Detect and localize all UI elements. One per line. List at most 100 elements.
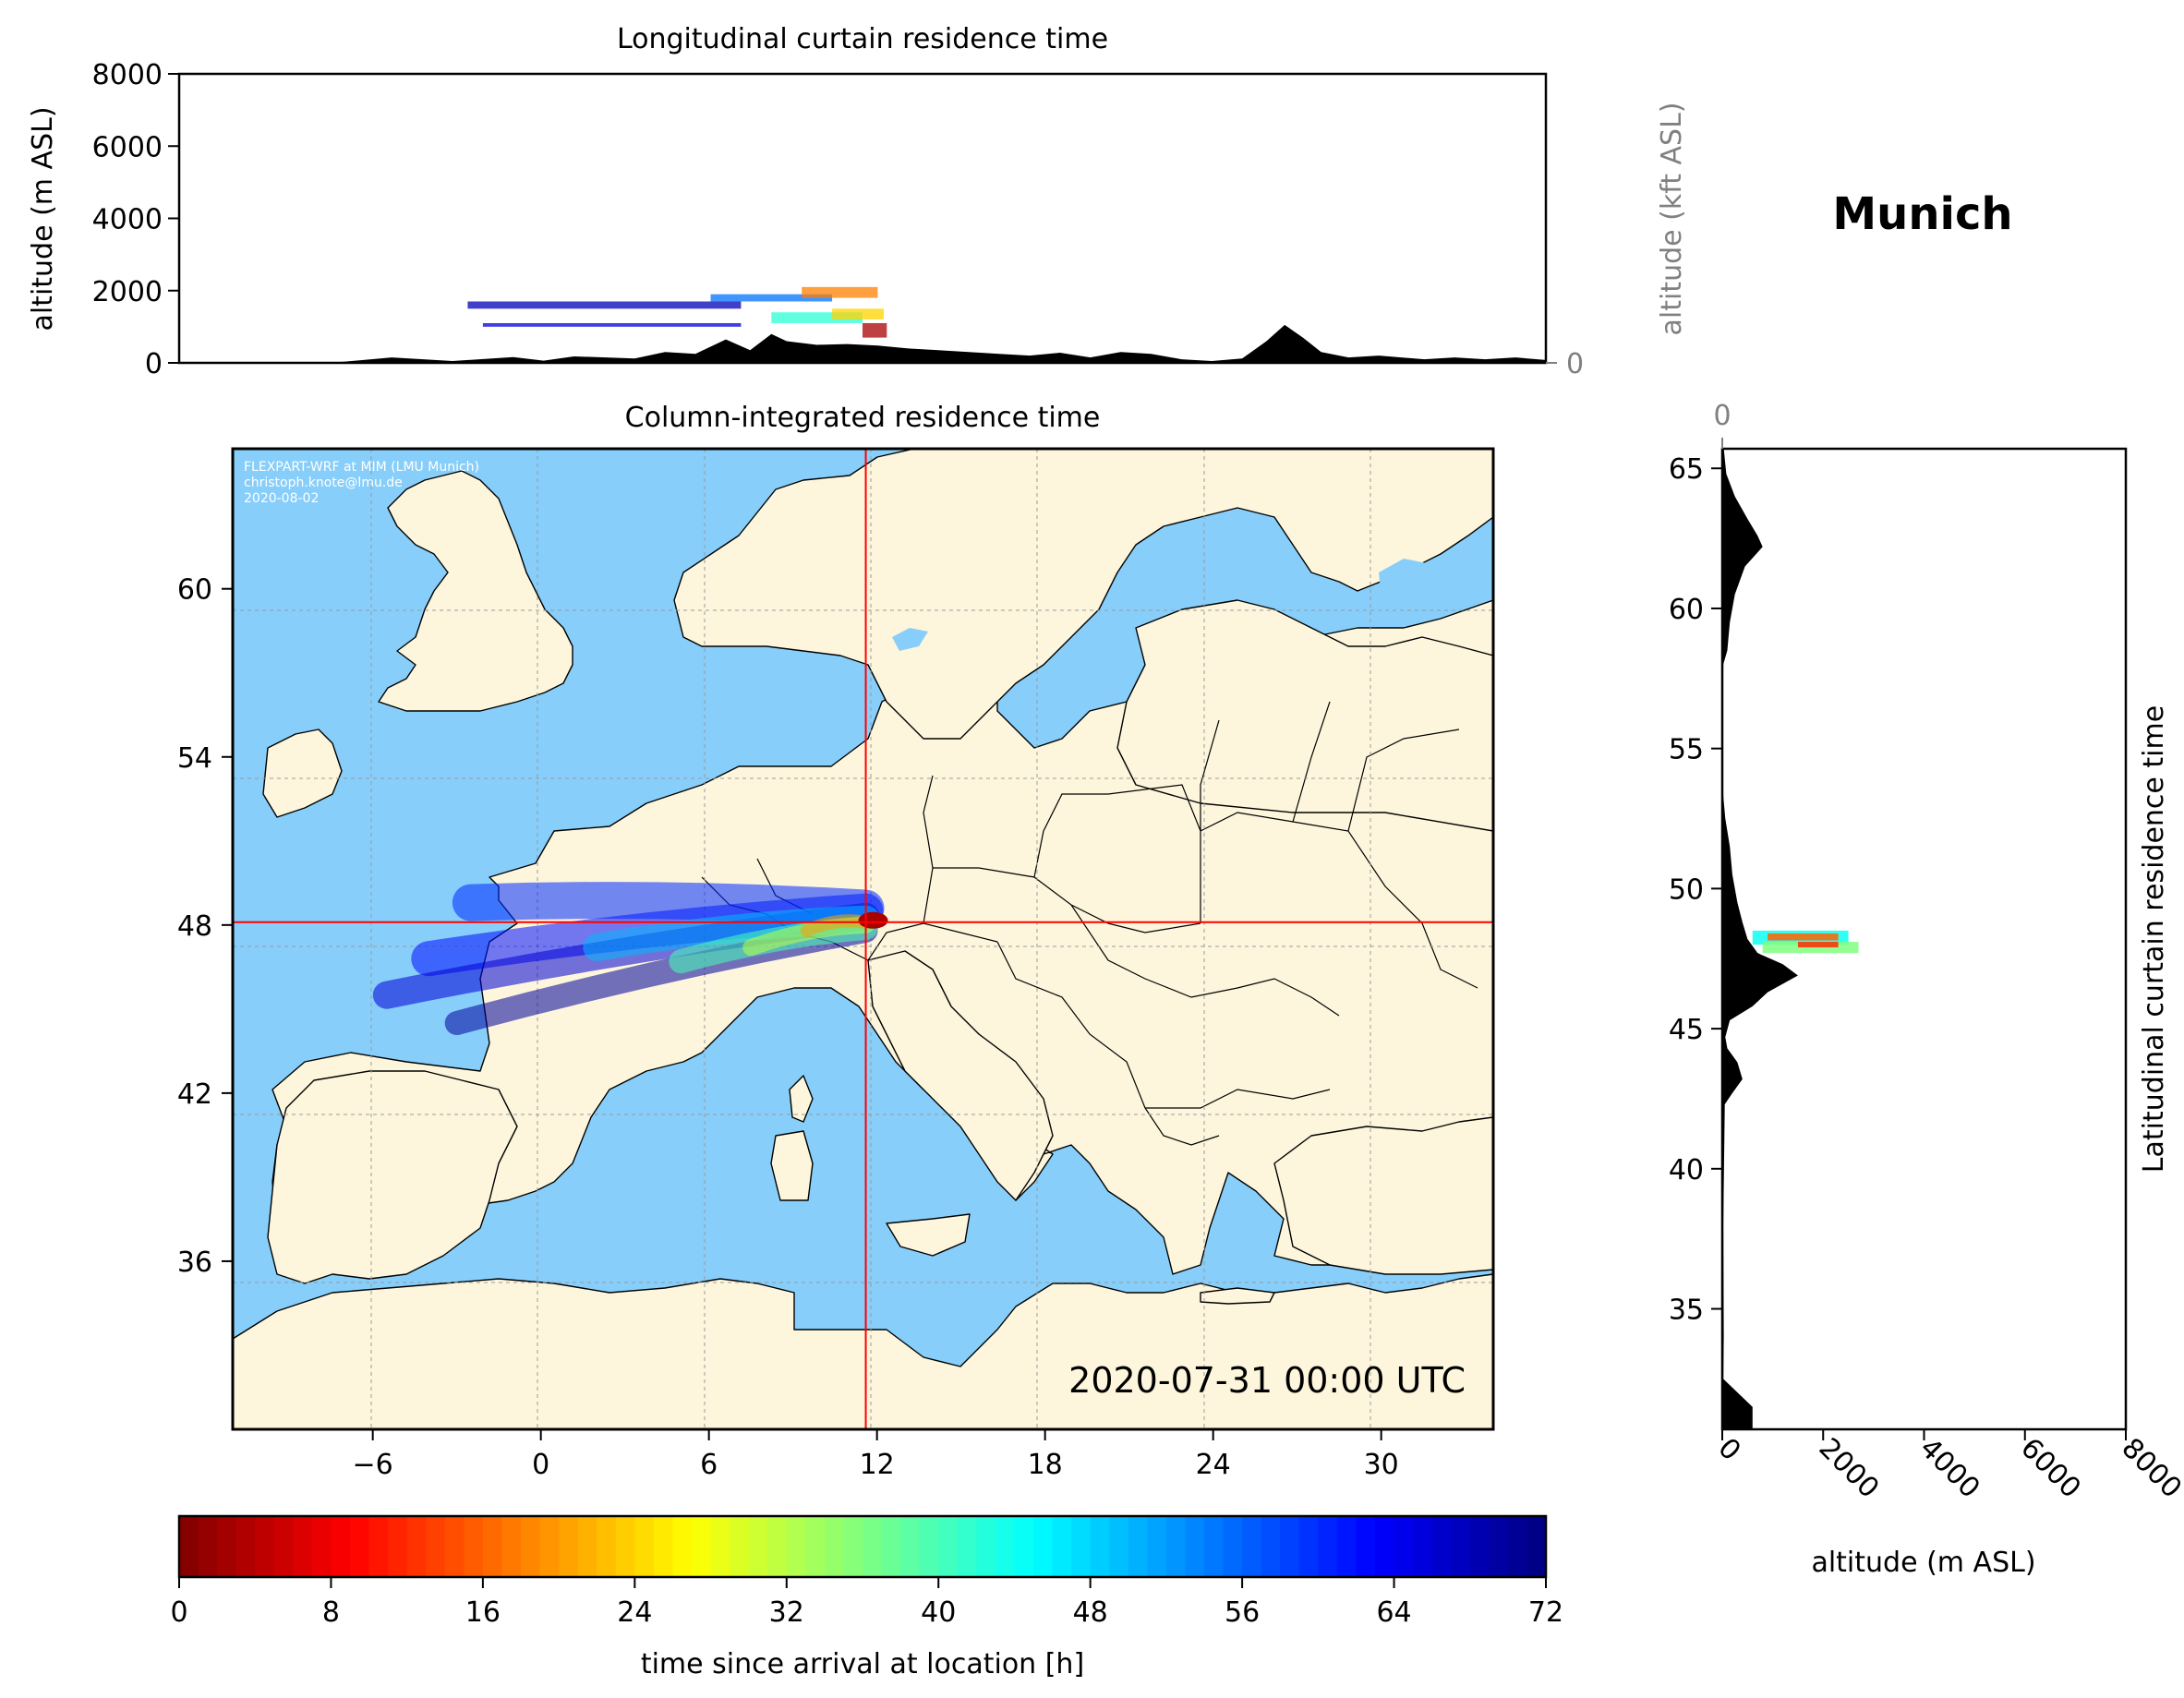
colorbar-bin xyxy=(1526,1516,1547,1577)
colorbar-bin xyxy=(976,1516,996,1577)
colorbar-tick-label: 40 xyxy=(921,1596,956,1629)
land-sicily xyxy=(886,1213,971,1257)
map-ytick-label: 48 xyxy=(177,910,212,943)
colorbar-bin xyxy=(1451,1516,1471,1577)
colorbar-label: time since arrival at location [h] xyxy=(641,1648,1084,1680)
land-italy xyxy=(867,950,1054,1201)
land-north-africa xyxy=(233,1273,1493,1429)
colorbar-bin xyxy=(444,1516,465,1577)
longitudinal-plume xyxy=(467,286,887,338)
latitudinal-plume-cell xyxy=(1797,942,1839,948)
colorbar-bin xyxy=(311,1516,332,1577)
colorbar-bin xyxy=(1261,1516,1281,1577)
colorbar-bin xyxy=(406,1516,427,1577)
colorbar-bin xyxy=(217,1516,237,1577)
latitudinal-title: Latitudinal curtain residence time xyxy=(2138,705,2170,1173)
latitudinal-ytick-label: 40 xyxy=(1669,1154,1704,1186)
colorbar-bin xyxy=(938,1516,959,1577)
colorbar-bin xyxy=(1033,1516,1054,1577)
land-iberia xyxy=(267,1070,518,1284)
map-plume-core xyxy=(858,911,888,929)
colorbar-bin xyxy=(293,1516,313,1577)
latitudinal-terrain xyxy=(1722,449,1798,1429)
credit-line-2: christoph.knote@lmu.de xyxy=(244,476,403,490)
lake-vanern xyxy=(892,628,928,651)
colorbar-bin xyxy=(1394,1516,1414,1577)
longitudinal-curtain-panel: Longitudinal curtain residence time 0 200… xyxy=(27,23,1688,380)
colorbar-tick-label: 16 xyxy=(465,1596,501,1629)
colorbar-bin xyxy=(1128,1516,1148,1577)
lakes xyxy=(892,559,1459,651)
colorbar-bin xyxy=(995,1516,1016,1577)
colorbar-bin xyxy=(179,1516,199,1577)
colorbar-bin xyxy=(1109,1516,1129,1577)
colorbar-bin xyxy=(255,1516,275,1577)
colorbar-bin xyxy=(748,1516,768,1577)
colorbar-bin xyxy=(863,1516,883,1577)
latitudinal-curtain-panel: 3540455055606502000400060008000050100 La… xyxy=(1669,400,2184,1579)
credit-line-3: 2020-08-02 xyxy=(244,491,319,506)
colorbar-bin xyxy=(1489,1516,1509,1577)
map-xtick-label: −6 xyxy=(353,1449,393,1481)
colorbar-bins xyxy=(179,1516,1547,1577)
colorbar-bin xyxy=(501,1516,522,1577)
colorbar-bin xyxy=(653,1516,674,1577)
colorbar-frame xyxy=(177,1514,1548,1579)
colorbar-bin xyxy=(198,1516,218,1577)
colorbar-bin xyxy=(1071,1516,1092,1577)
colorbar-bin xyxy=(919,1516,939,1577)
colorbar-bin xyxy=(597,1516,617,1577)
longitudinal-ytick-label: 8000 xyxy=(92,59,163,91)
colorbar-bin xyxy=(1469,1516,1490,1577)
colorbar-bin xyxy=(767,1516,788,1577)
colorbar-tick-label: 0 xyxy=(170,1596,187,1629)
colorbar-ticks: 0 8 16 24 32 40 48 56 64 72 xyxy=(170,1577,1563,1629)
land-scandinavia xyxy=(673,449,1493,740)
land-ireland xyxy=(262,729,343,818)
colorbar-bin xyxy=(331,1516,351,1577)
map-xtick-label: 6 xyxy=(700,1449,718,1481)
latitudinal-plume-cell xyxy=(1768,933,1839,941)
colorbar-bin xyxy=(1336,1516,1357,1577)
map-xtick-label: 24 xyxy=(1196,1449,1231,1481)
colorbar-tick-label: 64 xyxy=(1376,1596,1411,1629)
longitudinal-ytick-label: 6000 xyxy=(92,131,163,163)
colorbar-bin xyxy=(730,1516,750,1577)
colorbar-tick-label: 72 xyxy=(1528,1596,1563,1629)
colorbar-bin xyxy=(900,1516,921,1577)
map-panel: Column-integrated residence time xyxy=(177,402,1495,1481)
longitudinal-plume-cell xyxy=(832,308,885,320)
colorbar-bin xyxy=(482,1516,503,1577)
longitudinal-ytick-right-label: 0 xyxy=(1566,348,1584,380)
latitudinal-ytick-label: 50 xyxy=(1669,873,1704,906)
latitudinal-ytick-label: 65 xyxy=(1669,453,1704,486)
colorbar-bin xyxy=(1431,1516,1452,1577)
colorbar-bin xyxy=(615,1516,635,1577)
colorbar-bin xyxy=(1298,1516,1319,1577)
colorbar-bin xyxy=(1014,1516,1034,1577)
longitudinal-ytick-label: 4000 xyxy=(92,204,163,236)
longitudinal-ylabel-right: altitude (kft ASL) xyxy=(1656,102,1688,335)
colorbar-bin xyxy=(805,1516,826,1577)
longitudinal-ylabel: altitude (m ASL) xyxy=(27,106,59,331)
colorbar-bin xyxy=(1318,1516,1338,1577)
map-xtick-label: 12 xyxy=(860,1449,895,1481)
colorbar-bin xyxy=(1185,1516,1205,1577)
map-ticks: −6 0 6 12 18 24 30 36 42 48 54 60 xyxy=(177,574,1399,1481)
colorbar-bin xyxy=(1223,1516,1243,1577)
colorbar-bin xyxy=(1375,1516,1395,1577)
colorbar-bin xyxy=(235,1516,256,1577)
colorbar-bin xyxy=(1280,1516,1300,1577)
credit-line-1: FLEXPART-WRF at MIM (LMU Munich) xyxy=(244,460,479,475)
colorbar-bin xyxy=(559,1516,579,1577)
site-name: Munich xyxy=(1832,188,2012,240)
map-ytick-label: 36 xyxy=(177,1246,212,1279)
colorbar-bin xyxy=(957,1516,977,1577)
land-great-britain xyxy=(378,470,573,712)
colorbar-bin xyxy=(1052,1516,1072,1577)
map-title: Column-integrated residence time xyxy=(625,402,1101,434)
latitudinal-ytick-label: 55 xyxy=(1669,734,1704,766)
colorbar-bin xyxy=(539,1516,560,1577)
colorbar-bin xyxy=(786,1516,806,1577)
map-xtick-label: 30 xyxy=(1364,1449,1399,1481)
